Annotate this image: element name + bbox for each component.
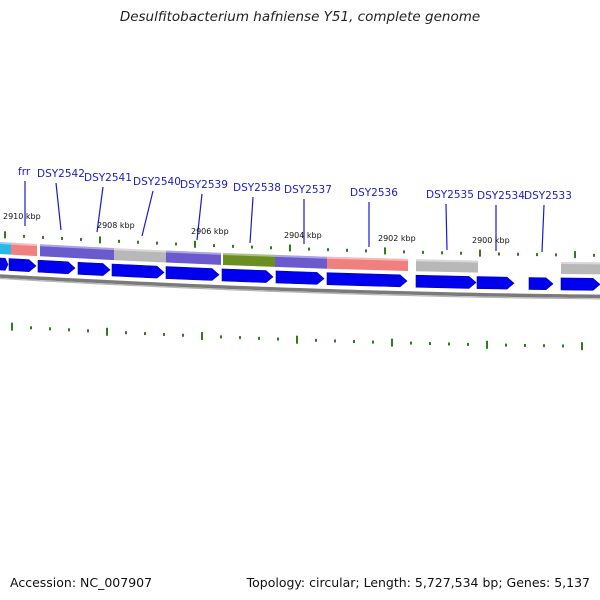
cog-highlight: [39, 244, 77, 249]
gene-labels: frr DSY2542 DSY2541 DSY2540 DSY2539 DSY2538 DS…: [18, 166, 572, 202]
gene-arrow: [77, 261, 111, 276]
gene-label: DSY2542: [37, 168, 85, 180]
cog-segment: [275, 254, 327, 269]
gene-arrow: [415, 274, 477, 289]
cog-segment: [223, 252, 275, 267]
cog-segment: [327, 256, 408, 272]
cog-highlight: [113, 248, 167, 253]
gene-label: frr: [18, 166, 31, 178]
cog-highlight: [0, 242, 12, 245]
gene-arrow: [0, 257, 9, 271]
cog-highlight: [75, 246, 115, 251]
gene-label: DSY2538: [233, 182, 281, 194]
gene-arrow: [326, 272, 408, 288]
gene-label: DSY2539: [180, 179, 228, 191]
map-title: Desulfitobacterium hafniense Y51, comple…: [119, 9, 481, 25]
gene-arrow: [37, 259, 76, 275]
gene-label: DSY2537: [284, 184, 332, 196]
cog-segment: [166, 250, 221, 265]
cog-highlight: [222, 252, 276, 257]
cog-category-track: [0, 242, 600, 275]
cog-segment: [11, 242, 37, 257]
gene-arrow: [275, 270, 325, 285]
gene-arrow: [111, 263, 165, 279]
gene-label-line: [55, 182, 62, 231]
gene-label-line: [196, 193, 203, 241]
genome-backbone: [0, 274, 600, 300]
gene-label-line: [249, 196, 254, 244]
gene-label: DSY2540: [133, 176, 181, 188]
genome-summary: Topology: circular; Length: 5,727,534 bp…: [246, 575, 590, 590]
cog-segment: [561, 261, 600, 275]
gene-arrow: [528, 277, 554, 291]
gene-arrow: [476, 276, 515, 290]
gene-label: DSY2533: [524, 190, 572, 202]
gene-label-line: [445, 203, 448, 251]
scale-label: 2908 kbp: [97, 221, 135, 230]
scale-label: 2900 kbp: [472, 236, 510, 245]
cog-segment: [76, 246, 114, 261]
scale-label: 2904 kbp: [284, 231, 322, 240]
scale-label: 2910 kbp: [3, 212, 41, 221]
outer-tick-track: [4, 231, 595, 259]
gene-label: DSY2535: [426, 189, 474, 201]
cog-highlight: [326, 256, 409, 262]
gene-label-line: [96, 186, 104, 233]
cog-highlight: [165, 250, 222, 255]
gene-label-lines: [24, 181, 545, 253]
gene-label: DSY2536: [350, 187, 398, 199]
scale-label: 2902 kbp: [378, 234, 416, 243]
gene-label-line: [541, 204, 545, 253]
gene-arrow-track: [0, 257, 600, 291]
scale-label: 2906 kbp: [191, 227, 229, 236]
cog-highlight: [274, 254, 328, 259]
gene-label: DSY2541: [84, 172, 132, 184]
cog-highlight: [415, 259, 479, 263]
gene-arrow: [560, 277, 600, 291]
backbone-line: [0, 274, 600, 299]
gene-arrow: [8, 258, 37, 272]
gene-arrow: [165, 266, 220, 281]
cog-segment: [0, 242, 11, 255]
gene-arrow: [221, 268, 274, 283]
cog-segment: [40, 244, 76, 259]
cog-segment: [416, 259, 478, 273]
gene-label: DSY2534: [477, 190, 525, 202]
inner-tick-track: [11, 322, 583, 351]
backbone-shadow: [0, 277, 600, 300]
cog-highlight: [10, 242, 38, 247]
accession-text: Accession: NC_007907: [10, 575, 153, 590]
gene-label-line: [141, 190, 154, 237]
scale-labels: 2910 kbp 2908 kbp 2906 kbp 2904 kbp 2902 kbp…: [3, 212, 510, 245]
cog-segment: [114, 248, 166, 263]
